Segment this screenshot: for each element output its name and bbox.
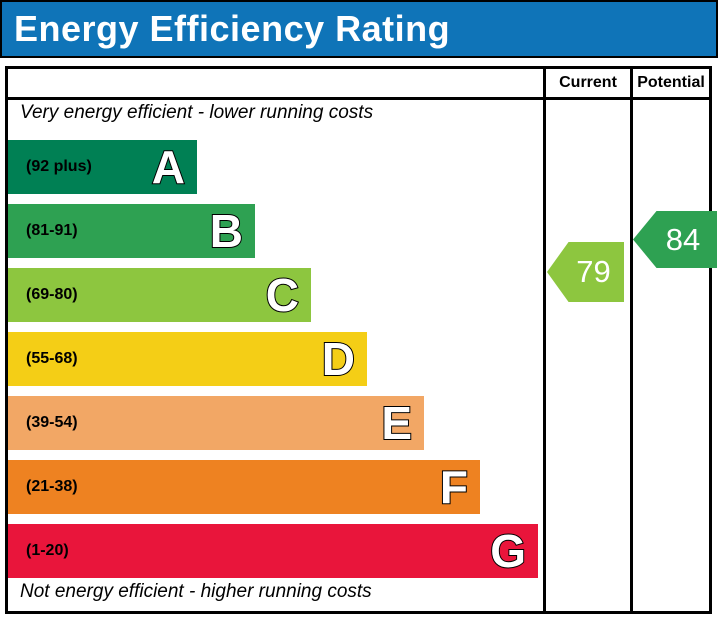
potential-column-header: Potential xyxy=(637,74,705,91)
top-note: Very energy efficient - lower running co… xyxy=(20,102,374,123)
bottom-note: Not energy efficient - higher running co… xyxy=(20,581,372,602)
band-b: (81-91) B xyxy=(8,204,255,258)
band-e-letter: E xyxy=(380,396,413,450)
band-b-letter: B xyxy=(209,204,244,258)
band-b-range: (81-91) xyxy=(26,222,78,239)
potential-column-divider xyxy=(630,69,633,611)
band-d: (55-68) D xyxy=(8,332,367,386)
table-header-row: Current Potential xyxy=(8,69,709,100)
band-a-letter: A xyxy=(151,140,186,194)
title-bar: Energy Efficiency Rating xyxy=(0,0,718,58)
band-c-range: (69-80) xyxy=(26,286,78,303)
band-a: (92 plus) A xyxy=(8,140,197,194)
rating-table: Current Potential Very energy efficient … xyxy=(5,66,712,614)
current-column-divider xyxy=(543,69,546,611)
band-a-range: (92 plus) xyxy=(26,158,92,175)
band-g: (1-20) G xyxy=(8,524,538,578)
band-f: (21-38) F xyxy=(8,460,480,514)
band-e: (39-54) E xyxy=(8,396,424,450)
band-f-range: (21-38) xyxy=(26,478,78,495)
potential-rating-value: 84 xyxy=(665,221,701,257)
band-d-range: (55-68) xyxy=(26,350,78,367)
band-c: (69-80) C xyxy=(8,268,311,322)
band-f-letter: F xyxy=(439,460,469,514)
rating-bands: (92 plus) A (81-91) B (69-80) C (55-68) … xyxy=(8,140,543,588)
current-rating-value: 79 xyxy=(576,254,611,289)
band-c-letter: C xyxy=(265,268,300,322)
band-e-range: (39-54) xyxy=(26,414,78,431)
band-g-range: (1-20) xyxy=(26,542,69,559)
band-d-letter: D xyxy=(321,332,356,386)
band-g-letter: G xyxy=(489,524,527,578)
current-column-header: Current xyxy=(559,74,617,91)
page-title: Energy Efficiency Rating xyxy=(14,8,451,49)
